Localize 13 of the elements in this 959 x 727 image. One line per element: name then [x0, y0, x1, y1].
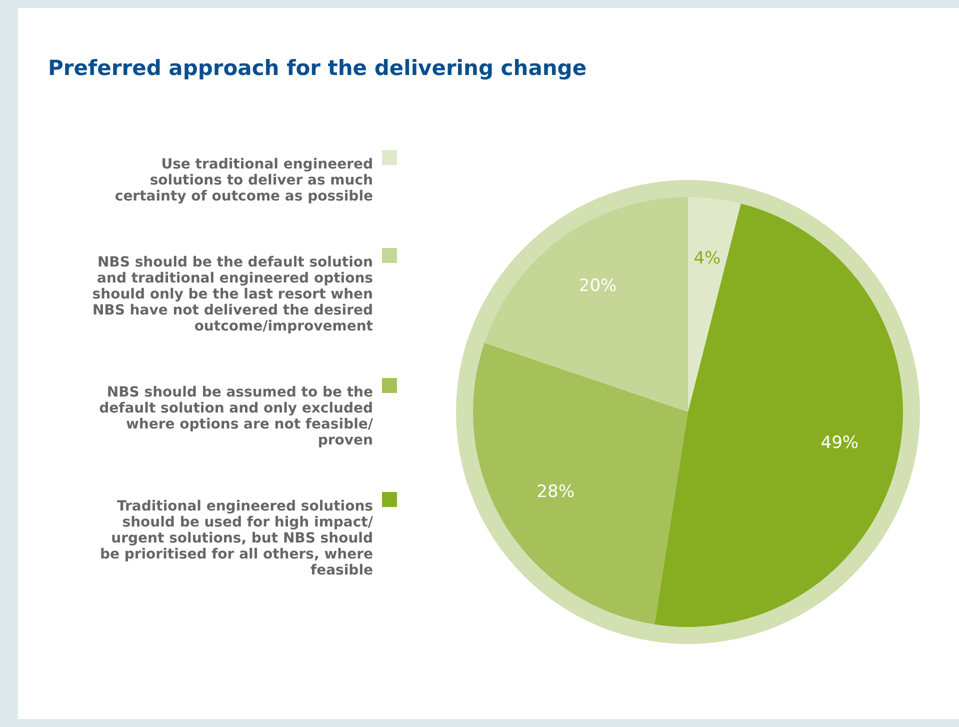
- data-label: 49%: [820, 433, 859, 454]
- legend-label: NBS should be assumed to be the default solution and only excluded where options are not feasible/ proven: [99, 384, 374, 448]
- data-label: 4%: [694, 248, 721, 268]
- legend-label: NBS should be the default solution and traditional engineered options should only be the last resort when NBS have not delivered the desired outcome/improvement: [92, 254, 374, 334]
- data-label: 20%: [578, 276, 617, 296]
- pie-slice: [484, 197, 688, 412]
- data-label: 28%: [536, 482, 574, 502]
- chart-title: Preferred approach for the delivering change: [48, 56, 587, 80]
- legend-label: Use traditional engineered solutions to deliver as much certainty of outcome as possible: [114, 156, 373, 204]
- pie-slice: [688, 197, 741, 412]
- pie-slice: [473, 343, 688, 624]
- legend-label: Traditional engineered solutions should be used for high impact/ urgent solutions, but NBS should be prioritised for all others, where feasible: [100, 498, 374, 578]
- pie-slice: [654, 204, 903, 627]
